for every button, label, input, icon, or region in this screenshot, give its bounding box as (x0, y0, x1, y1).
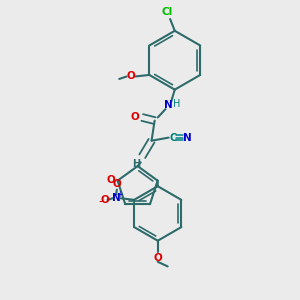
Text: O: O (112, 179, 121, 189)
Text: N: N (164, 100, 173, 110)
Text: H: H (172, 99, 180, 109)
Text: O: O (131, 112, 140, 122)
Text: O: O (106, 175, 115, 185)
Text: C: C (169, 133, 177, 142)
Text: N: N (183, 133, 192, 142)
Text: H: H (132, 159, 140, 169)
Text: -: - (98, 195, 103, 208)
Text: Cl: Cl (161, 7, 173, 17)
Text: O: O (126, 71, 135, 82)
Text: N: N (112, 193, 121, 203)
Text: O: O (101, 195, 110, 205)
Text: +: + (116, 190, 122, 199)
Text: O: O (153, 253, 162, 263)
